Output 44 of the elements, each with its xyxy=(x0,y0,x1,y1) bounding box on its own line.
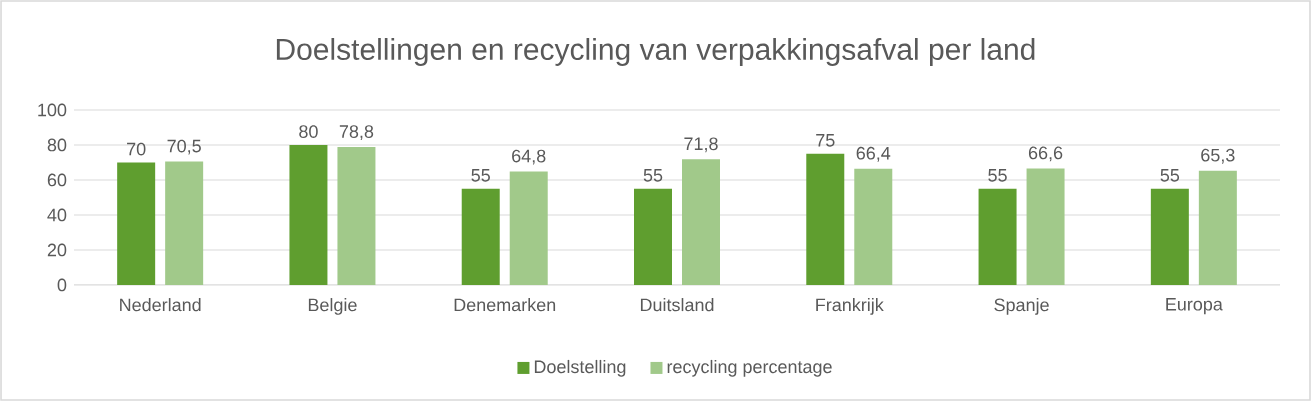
data-label: 78,8 xyxy=(339,125,374,141)
bar xyxy=(1026,168,1065,285)
legend-label: recycling percentage xyxy=(667,359,832,377)
bar xyxy=(1150,188,1189,285)
bar xyxy=(509,171,548,285)
bar xyxy=(682,159,720,285)
x-tick-label: Frankrijk xyxy=(816,298,884,315)
data-label: 55 xyxy=(471,169,490,182)
x-tick-label: Europa xyxy=(1166,298,1223,315)
bar xyxy=(165,161,204,285)
bar xyxy=(806,153,845,285)
x-tick-label: Denemarken xyxy=(454,298,556,312)
bar xyxy=(1198,170,1237,285)
legend-label: Doelstelling xyxy=(534,359,626,377)
x-tick-label: Spanje xyxy=(994,298,1049,315)
data-label: 80 xyxy=(299,125,318,138)
data-label: 70 xyxy=(127,142,146,156)
data-label: 64,8 xyxy=(512,149,546,165)
x-tick-label: Nederland xyxy=(120,298,201,312)
x-tick-label: Duitsland xyxy=(640,298,714,312)
data-label: 55 xyxy=(643,169,663,182)
data-label: 55 xyxy=(988,169,1007,182)
bar xyxy=(337,147,376,285)
bar xyxy=(634,188,672,285)
bar xyxy=(289,144,328,285)
bar xyxy=(461,188,500,285)
bar xyxy=(117,162,156,285)
data-label: 71,8 xyxy=(684,137,718,153)
data-label: 66,4 xyxy=(856,146,891,162)
y-tick-label: 80 xyxy=(47,138,67,152)
data-label: 70,5 xyxy=(167,139,201,155)
bar xyxy=(978,188,1017,285)
y-tick-label: 20 xyxy=(47,243,67,257)
data-label: 75 xyxy=(816,134,835,147)
y-tick-label: 100 xyxy=(38,103,67,117)
chart-title: Doelstellingen en recycling van verpakkingsafval per land xyxy=(276,38,1035,66)
data-label: 66,6 xyxy=(1028,146,1063,162)
y-tick-label: 0 xyxy=(57,278,67,292)
x-tick-label: Belgie xyxy=(308,298,357,315)
y-tick-label: 60 xyxy=(47,173,67,187)
data-label: 65,3 xyxy=(1201,148,1235,164)
data-label: 55 xyxy=(1160,169,1180,182)
y-tick-label: 40 xyxy=(47,208,67,222)
bar xyxy=(854,168,893,285)
